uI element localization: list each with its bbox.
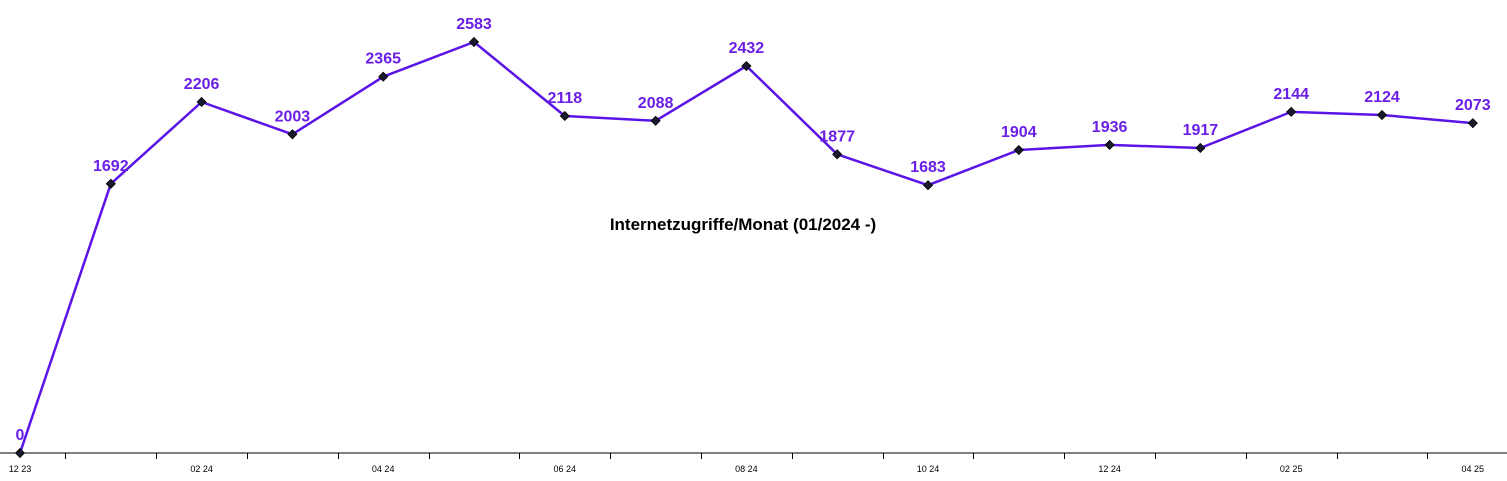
data-point-marker [1467, 118, 1478, 129]
data-point-marker [741, 60, 752, 72]
data-label: 2365 [365, 51, 401, 68]
data-label: 2583 [456, 16, 492, 33]
data-label: 2432 [729, 40, 765, 57]
data-label: 2088 [638, 95, 674, 112]
markers-group [14, 36, 1478, 459]
data-point-marker [1376, 109, 1388, 121]
x-tick-label: 02 25 [1280, 464, 1303, 474]
x-tick-label: 10 24 [917, 464, 940, 474]
data-point-marker [468, 36, 480, 48]
data-label: 0 [16, 427, 25, 444]
x-tick-label: 04 24 [372, 464, 395, 474]
x-tick-label: 12 24 [1098, 464, 1121, 474]
data-point-marker [832, 149, 843, 160]
x-tick-label: 02 24 [190, 464, 213, 474]
x-tick-label: 12 23 [9, 464, 32, 474]
data-label: 1904 [1001, 124, 1037, 141]
data-label: 2073 [1455, 97, 1491, 114]
data-label: 1917 [1183, 122, 1219, 139]
data-label: 1877 [819, 128, 855, 145]
data-point-marker [287, 129, 298, 140]
data-point-marker [1104, 139, 1115, 151]
data-label: 2003 [275, 108, 311, 125]
data-point-marker [105, 178, 116, 189]
series-line [18, 40, 1473, 454]
data-point-marker [1195, 142, 1206, 154]
data-label: 1683 [910, 159, 946, 176]
x-tick-label: 04 25 [1462, 464, 1485, 474]
data-label: 2124 [1364, 89, 1400, 106]
data-point-marker [922, 180, 934, 191]
data-point-marker [378, 71, 389, 82]
data-label: 2118 [547, 90, 582, 107]
data-point-marker [1013, 144, 1024, 156]
x-axis: 12 23 02 24 04 24 06 24 08 24 10 24 12 24 02 25… [0, 452, 1507, 474]
data-point-marker [1286, 106, 1297, 117]
data-label: 1936 [1092, 119, 1128, 136]
series-line-group [18, 40, 1473, 454]
x-tick-label: 08 24 [735, 464, 758, 474]
data-point-marker [559, 110, 570, 122]
data-point-marker [14, 447, 26, 459]
data-label: 2144 [1273, 86, 1309, 103]
chart-title: Internetzugriffe/Monat (01/2024 -) [610, 215, 876, 234]
data-labels-group: 0 1692 2206 2003 2365 2583 2118 2088 2432 1877 168… [16, 16, 1491, 444]
data-label: 1692 [93, 158, 129, 175]
data-point-marker [196, 96, 207, 108]
data-label: 2206 [184, 76, 220, 93]
x-tick-label: 06 24 [554, 464, 577, 474]
data-point-marker [650, 115, 661, 126]
